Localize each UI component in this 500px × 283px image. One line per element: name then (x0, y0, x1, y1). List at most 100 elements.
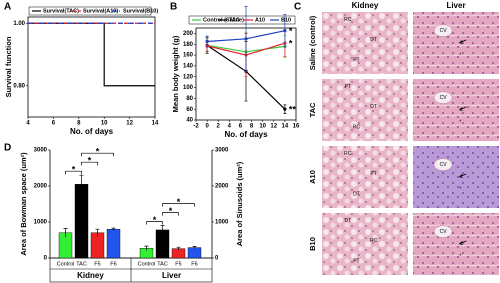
arrow (459, 106, 467, 111)
error-bar (160, 225, 165, 235)
y-tick-label: 200 (183, 31, 194, 37)
liver-image (413, 146, 499, 208)
x-tick-label: 16 (293, 124, 300, 130)
annotation: * (289, 39, 293, 49)
y-tick-label: 80 (186, 96, 193, 102)
tissue-label: PT (370, 171, 376, 177)
error-bar (144, 245, 149, 251)
significance-bracket (65, 170, 82, 175)
legend-label: B10 (281, 17, 291, 23)
y-tick-label: 1000 (34, 220, 48, 226)
panel-letter: B (170, 2, 177, 13)
y-tick-label: 60 (186, 107, 193, 113)
row-label: Saline (control) (308, 15, 317, 70)
data-point (283, 29, 287, 33)
y-tick-label: 180 (183, 42, 194, 48)
y2-tick-label: 3000 (215, 148, 229, 154)
legend-box (28, 6, 152, 16)
y-tick-label: 160 (183, 53, 194, 59)
error-bar (176, 246, 181, 251)
kidney-image (322, 12, 408, 74)
x-tick-label: 14 (282, 124, 289, 130)
liver-image (413, 79, 499, 141)
series-line (28, 22, 155, 87)
tissue-label: RC (370, 238, 378, 244)
significance-label: * (88, 156, 92, 166)
tissue-label: PT (353, 58, 359, 64)
tissue-label: RC (344, 17, 352, 23)
y-tick-label: 2000 (34, 184, 48, 190)
liver-image (413, 213, 499, 275)
category-label: Control (138, 261, 156, 267)
y2-tick-label: 0 (215, 256, 219, 262)
error-bar (79, 174, 84, 194)
category-label: F6 (191, 261, 197, 267)
bar (187, 247, 202, 259)
significance-bracket (146, 221, 163, 225)
central-vein (433, 24, 453, 37)
y2-tick-label: 2000 (215, 184, 229, 190)
legend-label: Survival(TAC) (43, 8, 79, 14)
kidney-image (322, 213, 408, 275)
significance-label: * (72, 165, 76, 175)
tissue-label: CV (440, 229, 448, 235)
data-point (283, 107, 287, 111)
y-tick-label: 140 (183, 63, 194, 69)
plot-frame (27, 16, 156, 118)
y-tick-label: 40 (186, 118, 193, 124)
x-tick-label: 6 (52, 121, 56, 127)
category-label: F5 (175, 261, 181, 267)
legend-label: Survival(A10) (83, 8, 118, 14)
y-axis-label: Survival function (4, 36, 13, 97)
tissue-label: DT (344, 218, 351, 224)
y-tick-label: 0.80 (13, 83, 25, 89)
y-axis-label: Area of Bowman space (um²) (19, 152, 28, 256)
significance-bracket (81, 161, 98, 166)
row-label: TAC (308, 102, 317, 117)
legend-label: TAC (229, 17, 240, 23)
tissue-label: DT (370, 37, 377, 43)
category-label: TAC (157, 261, 168, 267)
group-label: Liver (162, 271, 181, 280)
x-tick-label: 14 (152, 121, 159, 127)
row-label: B10 (308, 237, 317, 251)
tissue-label: CV (440, 162, 448, 168)
x-tick-label: 4 (228, 124, 232, 130)
x-tick-label: 6 (239, 124, 243, 130)
x-tick-label: 10 (259, 124, 266, 130)
central-vein (433, 225, 453, 238)
liver-image (413, 12, 499, 74)
kidney-image (322, 79, 408, 141)
tissue-label: PT (345, 84, 351, 90)
central-vein (433, 91, 453, 104)
column-header: Kidney (352, 1, 379, 10)
data-point (205, 39, 209, 44)
significance-label: * (96, 147, 100, 157)
x-axis-label: No. of days (70, 127, 114, 136)
legend-label: Survival(B10) (123, 8, 158, 14)
x-tick-label: 8 (250, 124, 254, 130)
bar (74, 183, 89, 259)
y-tick-label: 1.00 (13, 21, 25, 27)
bar (106, 228, 121, 259)
error-bar (192, 246, 197, 249)
significance-bracket (162, 203, 195, 207)
tissue-label: CV (440, 95, 448, 101)
y2-axis-label: Area of Sinusoids (um²) (235, 161, 244, 246)
arrow (459, 39, 467, 44)
x-axis-label: No. of days (224, 130, 268, 139)
y-tick-label: 120 (183, 74, 194, 80)
category-label: Control (57, 261, 75, 267)
bar (90, 232, 105, 259)
x-tick-label: 8 (77, 121, 81, 127)
error-bar (95, 228, 100, 237)
significance-label: * (169, 206, 173, 216)
column-header: Liver (446, 1, 465, 10)
category-label: F5 (94, 261, 100, 267)
group-label: Kidney (77, 271, 104, 280)
tissue-label: * (459, 187, 461, 193)
error-bar (111, 227, 116, 231)
arrow (459, 240, 467, 245)
x-tick-label: 12 (126, 121, 133, 127)
